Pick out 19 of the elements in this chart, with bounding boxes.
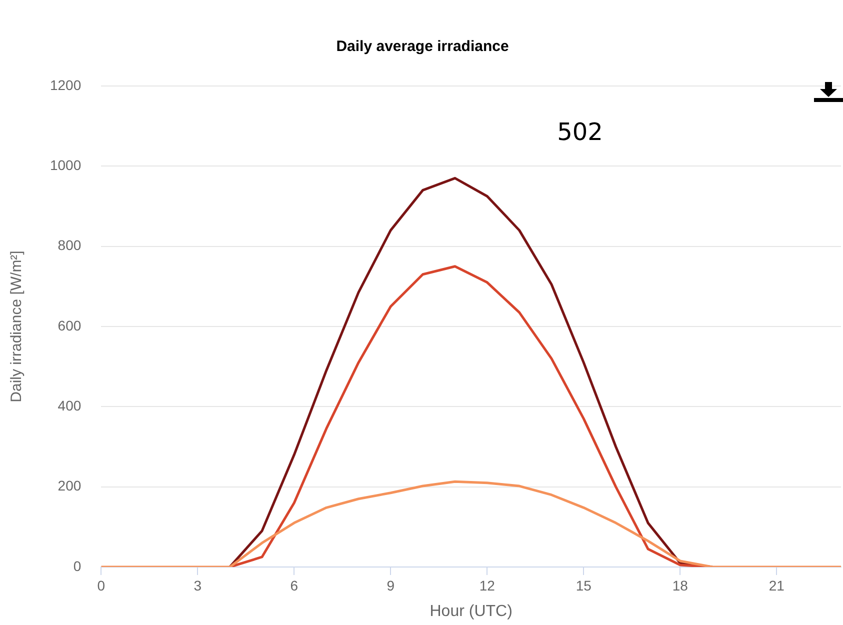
y-tick-label: 800	[58, 237, 82, 254]
x-tick-label: 6	[290, 577, 298, 594]
x-tick-label: 3	[194, 577, 202, 594]
x-tick-label: 9	[386, 577, 395, 594]
y-tick-label: 600	[58, 317, 82, 334]
y-tick-label: 200	[58, 478, 82, 494]
y-axis-title: Daily irradiance [W/m²]	[8, 250, 26, 402]
y-tick-label: 1200	[50, 76, 82, 93]
x-axis-title: Hour (UTC)	[430, 602, 512, 620]
x-tick-label: 0	[97, 577, 106, 594]
y-tick-label: 400	[58, 398, 82, 414]
x-tick-label: 18	[672, 577, 688, 594]
chart-title: Daily average irradiance	[336, 38, 509, 56]
x-tick-label: 15	[576, 577, 592, 594]
y-tick-label: 1000	[50, 157, 82, 174]
y-tick-label: 0	[73, 558, 82, 574]
annotation: 502	[557, 118, 603, 146]
x-tick-label: 21	[768, 577, 785, 594]
x-tick-label: 12	[479, 577, 496, 594]
